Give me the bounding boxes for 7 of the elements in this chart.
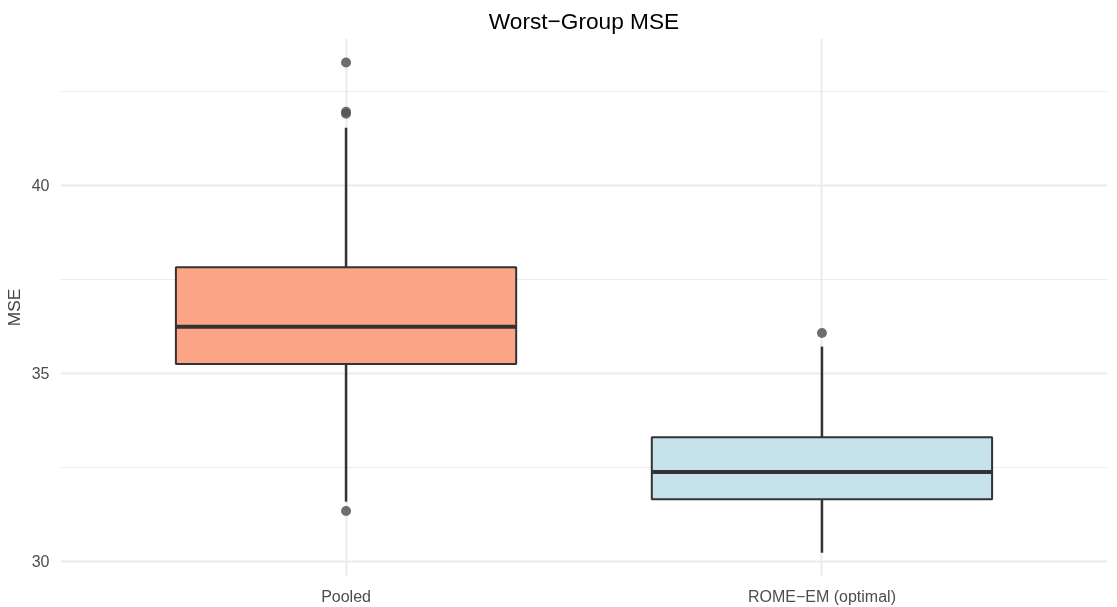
x-tick-label: ROME−EM (optimal): [747, 587, 896, 605]
y-axis-title: MSE: [3, 288, 24, 327]
y-tick-label: 40: [31, 177, 50, 195]
y-tick-label: 30: [31, 553, 50, 571]
x-tick-label: Pooled: [321, 587, 371, 605]
y-tick-label: 35: [31, 365, 50, 383]
chart-title: Worst−Group MSE: [488, 7, 680, 34]
